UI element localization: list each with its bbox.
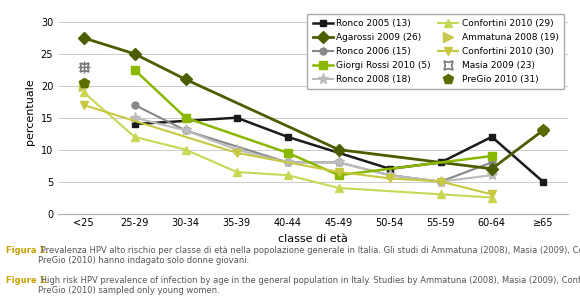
Ronco 2006 (15): [437, 180, 444, 183]
Ronco 2008 (18): [284, 161, 291, 164]
Agarossi 2009 (26): [539, 129, 546, 132]
Text: Figure 1.: Figure 1.: [6, 276, 48, 285]
Ronco 2005 (13): [437, 161, 444, 164]
Giorgi Rossi 2010 (5): [284, 151, 291, 155]
Ronco 2006 (15): [335, 161, 342, 164]
Ronco 2006 (15): [386, 173, 393, 177]
Giorgi Rossi 2010 (5): [335, 173, 342, 177]
Ronco 2008 (18): [386, 173, 393, 177]
Ronco 2005 (13): [131, 122, 138, 126]
Agarossi 2009 (26): [182, 77, 189, 81]
Agarossi 2009 (26): [80, 36, 87, 40]
Confortini 2010 (29): [488, 196, 495, 199]
Confortini 2010 (29): [233, 170, 240, 174]
Ronco 2008 (18): [437, 180, 444, 183]
Ronco 2008 (18): [335, 161, 342, 164]
Confortini 2010 (30): [80, 103, 87, 107]
Agarossi 2009 (26): [488, 167, 495, 170]
Line: Confortini 2010 (30): Confortini 2010 (30): [79, 101, 496, 199]
Text: High risk HPV prevalence of infection by age in the general population in Italy.: High risk HPV prevalence of infection by…: [38, 276, 580, 296]
Ronco 2005 (13): [386, 167, 393, 170]
Ronco 2006 (15): [284, 161, 291, 164]
Line: Ronco 2008 (18): Ronco 2008 (18): [129, 112, 498, 187]
Line: Agarossi 2009 (26): Agarossi 2009 (26): [79, 34, 547, 173]
Ronco 2006 (15): [131, 103, 138, 107]
Agarossi 2009 (26): [131, 52, 138, 56]
Confortini 2010 (29): [131, 135, 138, 139]
Ronco 2008 (18): [488, 173, 495, 177]
Ronco 2008 (18): [131, 116, 138, 120]
Text: Prevalenza HPV alto rischio per classe di età nella popolazione generale in Ital: Prevalenza HPV alto rischio per classe d…: [38, 246, 580, 265]
Confortini 2010 (29): [80, 90, 87, 94]
Ronco 2005 (13): [539, 180, 546, 183]
Giorgi Rossi 2010 (5): [182, 116, 189, 120]
Confortini 2010 (29): [335, 186, 342, 190]
Line: Giorgi Rossi 2010 (5): Giorgi Rossi 2010 (5): [130, 66, 496, 179]
Ronco 2005 (13): [284, 135, 291, 139]
Confortini 2010 (30): [233, 151, 240, 155]
Ronco 2006 (15): [488, 161, 495, 164]
Line: Confortini 2010 (29): Confortini 2010 (29): [79, 88, 496, 202]
Ronco 2005 (13): [488, 135, 495, 139]
Text: Figura 1.: Figura 1.: [6, 246, 48, 255]
Confortini 2010 (30): [386, 177, 393, 180]
X-axis label: classe di età: classe di età: [278, 234, 348, 244]
Confortini 2010 (29): [182, 148, 189, 152]
Giorgi Rossi 2010 (5): [131, 68, 138, 72]
Agarossi 2009 (26): [335, 148, 342, 152]
Confortini 2010 (30): [488, 192, 495, 196]
Legend: Ronco 2005 (13), Agarossi 2009 (26), Ronco 2006 (15), Giorgi Rossi 2010 (5), Ron: Ronco 2005 (13), Agarossi 2009 (26), Ron…: [307, 14, 564, 89]
Confortini 2010 (29): [284, 173, 291, 177]
Confortini 2010 (30): [335, 170, 342, 174]
Giorgi Rossi 2010 (5): [488, 154, 495, 158]
Ronco 2005 (13): [233, 116, 240, 120]
Ronco 2006 (15): [182, 129, 189, 132]
Line: Ronco 2006 (15): Ronco 2006 (15): [131, 102, 495, 185]
Ronco 2008 (18): [233, 148, 240, 152]
Confortini 2010 (30): [437, 180, 444, 183]
Confortini 2010 (29): [437, 192, 444, 196]
Ronco 2008 (18): [182, 129, 189, 132]
Line: Ronco 2005 (13): Ronco 2005 (13): [131, 114, 546, 185]
Y-axis label: percentuale: percentuale: [25, 78, 35, 145]
